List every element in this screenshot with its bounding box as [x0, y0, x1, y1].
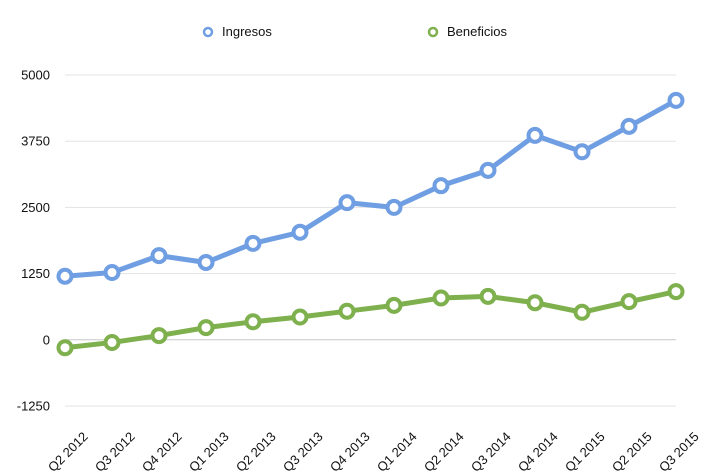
data-point-ingresos — [573, 143, 591, 161]
data-point-beneficios — [667, 283, 685, 301]
x-tick-label: Q3 2015 — [656, 429, 702, 474]
y-tick-label: 2500 — [21, 200, 50, 215]
data-point-beneficios — [432, 289, 450, 307]
y-tick-label: 3750 — [21, 134, 50, 149]
data-point-ingresos — [479, 161, 497, 179]
x-tick-label: Q3 2012 — [92, 429, 138, 474]
data-point-beneficios — [197, 319, 215, 337]
data-point-ingresos — [197, 253, 215, 271]
x-tick-label: Q2 2014 — [421, 429, 467, 474]
legend: Ingresos Beneficios — [202, 24, 507, 39]
x-tick-label: Q1 2014 — [374, 429, 420, 474]
data-point-beneficios — [103, 333, 121, 351]
legend-marker-beneficios — [427, 26, 439, 38]
series-beneficios — [56, 283, 685, 357]
data-point-beneficios — [385, 296, 403, 314]
gridlines — [65, 74, 676, 407]
data-point-ingresos — [338, 194, 356, 212]
data-point-ingresos — [432, 177, 450, 195]
legend-label-beneficios: Beneficios — [447, 24, 507, 39]
x-tick-label: Q1 2015 — [562, 429, 608, 474]
data-point-beneficios — [56, 339, 74, 357]
x-tick-label: Q1 2013 — [186, 429, 232, 474]
x-tick-label: Q4 2012 — [139, 429, 185, 474]
data-point-ingresos — [244, 234, 262, 252]
x-tick-label: Q4 2014 — [515, 429, 561, 474]
x-tick-label: Q4 2013 — [327, 429, 373, 474]
y-tick-label: -1250 — [17, 399, 50, 414]
series-layer — [56, 91, 685, 357]
data-point-ingresos — [103, 264, 121, 282]
data-point-beneficios — [526, 294, 544, 312]
x-axis: Q2 2012 Q3 2012 Q4 2012 Q1 2013 Q2 2013 Q3 20… — [45, 429, 702, 474]
legend-label-ingresos: Ingresos — [222, 24, 272, 39]
x-tick-label: Q2 2013 — [233, 429, 279, 474]
data-point-beneficios — [620, 293, 638, 311]
x-tick-label: Q2 2012 — [45, 429, 91, 474]
y-axis: 5000 3750 2500 1250 0 -1250 — [17, 68, 50, 414]
y-tick-label: 1250 — [21, 266, 50, 281]
y-tick-label: 5000 — [21, 68, 50, 83]
legend-item-ingresos: Ingresos — [202, 24, 272, 39]
x-tick-label: Q2 2015 — [609, 429, 655, 474]
data-point-ingresos — [667, 91, 685, 109]
data-point-beneficios — [479, 287, 497, 305]
data-point-ingresos — [56, 267, 74, 285]
data-point-beneficios — [291, 308, 309, 326]
data-point-beneficios — [244, 313, 262, 331]
legend-item-beneficios: Beneficios — [427, 24, 507, 39]
data-point-ingresos — [526, 126, 544, 144]
legend-marker-ingresos — [202, 26, 214, 38]
y-tick-label: 0 — [43, 332, 50, 347]
data-point-ingresos — [291, 223, 309, 241]
data-point-beneficios — [573, 303, 591, 321]
data-point-beneficios — [150, 327, 168, 345]
data-point-ingresos — [150, 247, 168, 265]
data-point-ingresos — [385, 198, 403, 216]
data-point-ingresos — [620, 117, 638, 135]
series-ingresos — [56, 91, 685, 285]
x-tick-label: Q3 2013 — [280, 429, 326, 474]
data-point-beneficios — [338, 302, 356, 320]
x-tick-label: Q3 2014 — [468, 429, 514, 474]
